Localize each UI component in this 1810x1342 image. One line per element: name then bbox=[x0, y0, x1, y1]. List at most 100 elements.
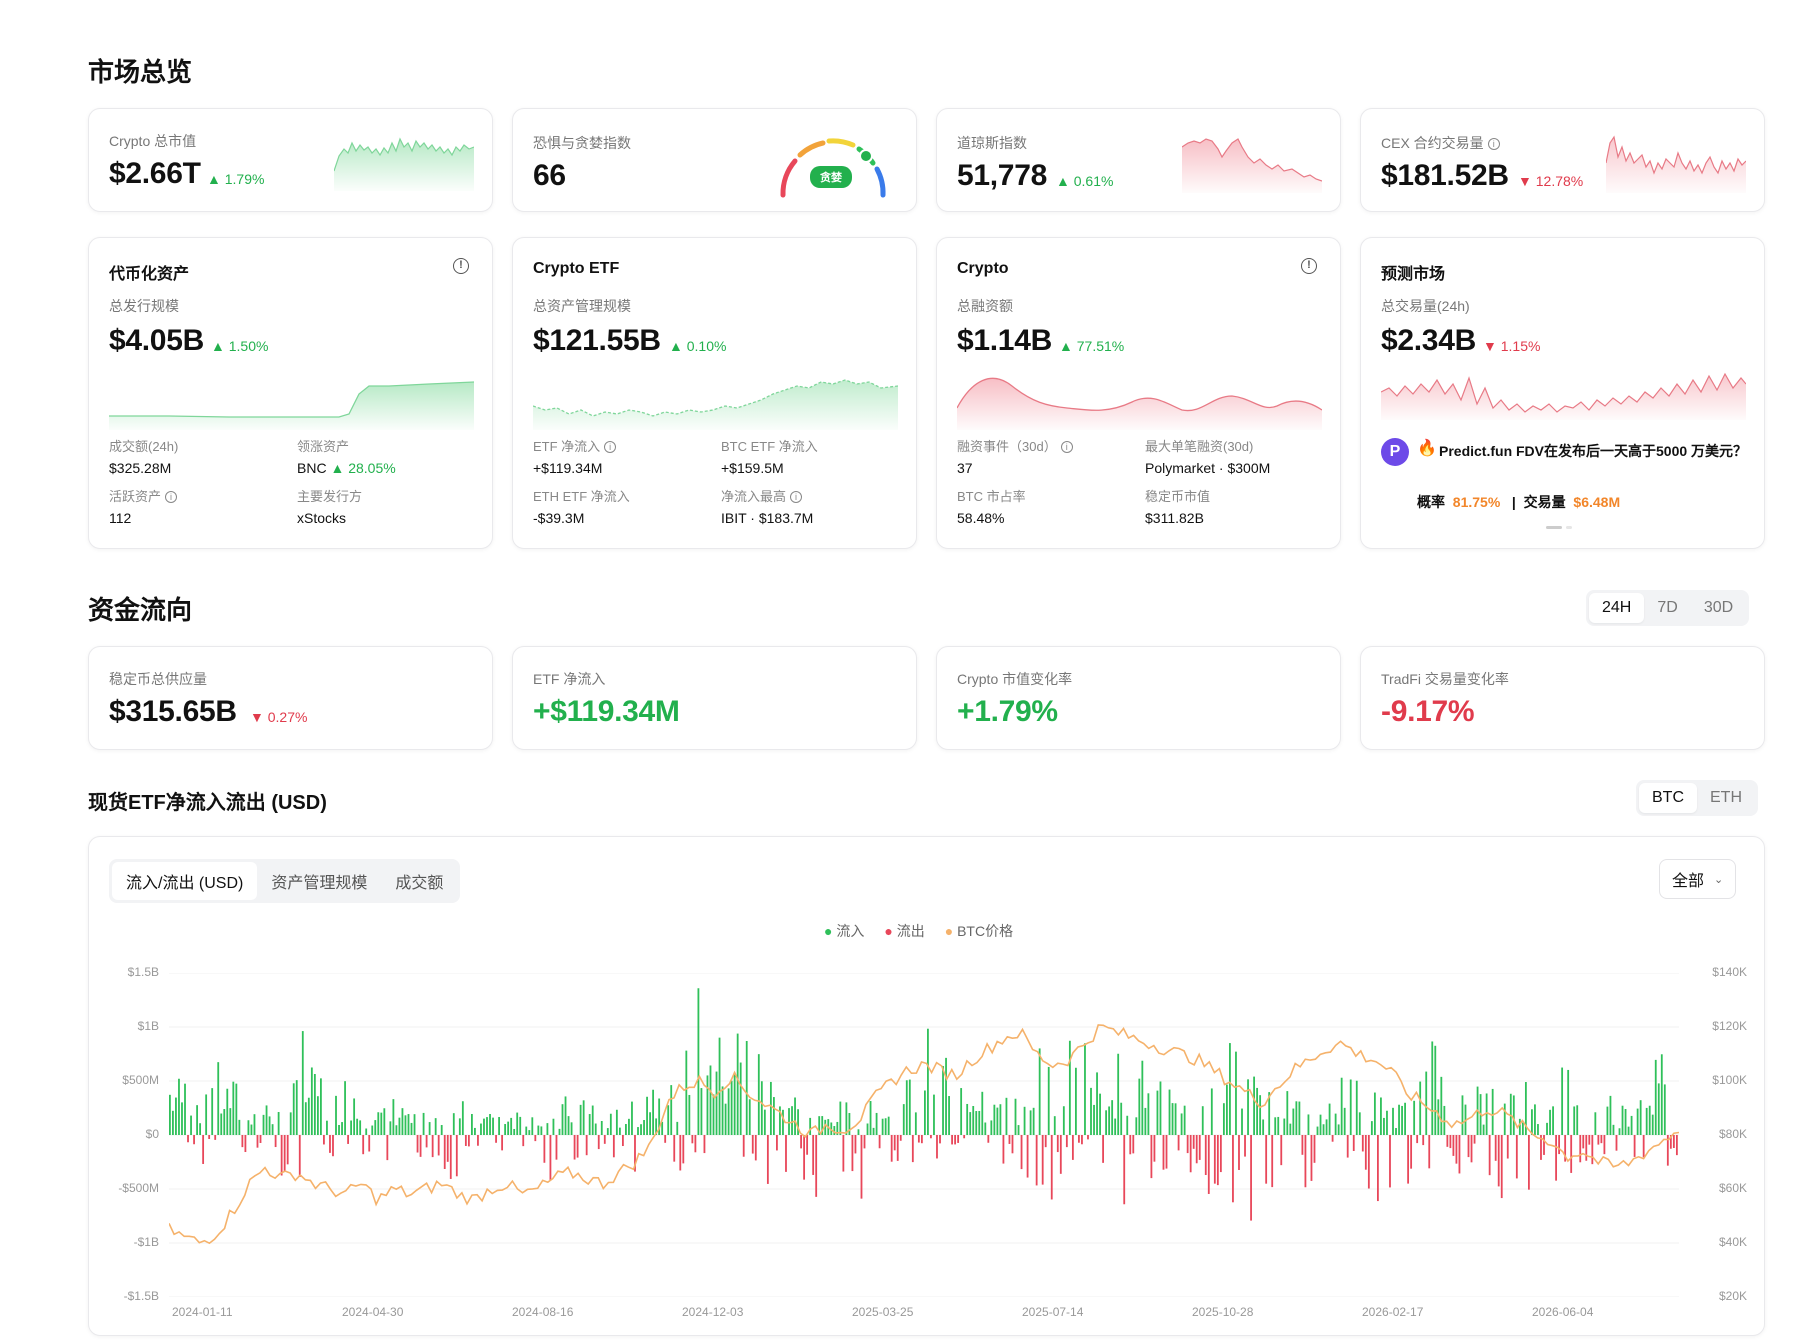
outflow-bar[interactable] bbox=[585, 1135, 588, 1156]
inflow-bar[interactable] bbox=[1262, 1119, 1265, 1135]
inflow-bar[interactable] bbox=[609, 1113, 612, 1135]
inflow-bar[interactable] bbox=[618, 1127, 621, 1135]
outflow-bar[interactable] bbox=[298, 1135, 301, 1177]
inflow-bar[interactable] bbox=[489, 1114, 491, 1135]
outflow-bar[interactable] bbox=[842, 1135, 845, 1172]
period-30d-button[interactable]: 30D bbox=[1703, 599, 1734, 616]
range-dropdown[interactable]: 全部 ⌄ bbox=[1659, 859, 1737, 899]
outflow-bar[interactable] bbox=[259, 1135, 262, 1143]
outflow-bar[interactable] bbox=[851, 1135, 854, 1172]
inflow-bar[interactable] bbox=[452, 1113, 455, 1135]
inflow-bar[interactable] bbox=[1437, 1099, 1440, 1135]
inflow-bar[interactable] bbox=[1325, 1119, 1328, 1135]
outflow-bar[interactable] bbox=[1162, 1135, 1165, 1170]
inflow-bar[interactable] bbox=[181, 1102, 183, 1135]
outflow-bar[interactable] bbox=[1669, 1135, 1672, 1149]
inflow-bar[interactable] bbox=[1639, 1100, 1642, 1135]
inflow-bar[interactable] bbox=[401, 1108, 404, 1135]
inflow-bar[interactable] bbox=[1259, 1095, 1262, 1135]
inflow-bar[interactable] bbox=[1654, 1059, 1657, 1135]
outflow-bar[interactable] bbox=[930, 1135, 932, 1139]
inflow-bar[interactable] bbox=[1147, 1093, 1150, 1135]
inflow-bar[interactable] bbox=[1183, 1105, 1186, 1135]
inflow-bar[interactable] bbox=[359, 1120, 362, 1135]
inflow-bar[interactable] bbox=[1546, 1122, 1548, 1135]
inflow-bar[interactable] bbox=[307, 1097, 310, 1135]
outflow-bar[interactable] bbox=[1633, 1135, 1636, 1157]
inflow-bar[interactable] bbox=[395, 1125, 398, 1135]
inflow-bar[interactable] bbox=[1247, 1079, 1249, 1135]
outflow-bar[interactable] bbox=[1446, 1135, 1449, 1147]
outflow-bar[interactable] bbox=[573, 1135, 576, 1160]
inflow-bar[interactable] bbox=[316, 1096, 319, 1135]
outflow-bar[interactable] bbox=[1165, 1135, 1168, 1169]
inflow-bar[interactable] bbox=[1256, 1087, 1259, 1135]
outflow-bar[interactable] bbox=[1238, 1135, 1240, 1170]
inflow-bar[interactable] bbox=[268, 1116, 271, 1135]
inflow-bar[interactable] bbox=[1636, 1108, 1639, 1135]
inflow-bar[interactable] bbox=[700, 1088, 703, 1135]
inflow-bar[interactable] bbox=[999, 1104, 1002, 1135]
outflow-bar[interactable] bbox=[1081, 1135, 1083, 1145]
inflow-bar[interactable] bbox=[809, 1117, 812, 1135]
outflow-bar[interactable] bbox=[1059, 1135, 1062, 1174]
outflow-bar[interactable] bbox=[1204, 1135, 1207, 1176]
inflow-bar[interactable] bbox=[498, 1117, 500, 1135]
inflow-bar[interactable] bbox=[561, 1104, 564, 1135]
inflow-bar[interactable] bbox=[996, 1107, 999, 1135]
inflow-bar[interactable] bbox=[1349, 1079, 1352, 1135]
outflow-bar[interactable] bbox=[785, 1135, 787, 1172]
outflow-bar[interactable] bbox=[754, 1135, 757, 1161]
inflow-bar[interactable] bbox=[1594, 1112, 1597, 1135]
outflow-bar[interactable] bbox=[280, 1135, 283, 1176]
outflow-bar[interactable] bbox=[1467, 1135, 1470, 1158]
inflow-bar[interactable] bbox=[229, 1108, 232, 1135]
inflow-bar[interactable] bbox=[1047, 1066, 1050, 1135]
outflow-bar[interactable] bbox=[437, 1135, 440, 1156]
inflow-bar[interactable] bbox=[1096, 1072, 1098, 1135]
outflow-bar[interactable] bbox=[555, 1135, 558, 1160]
tab-volume[interactable]: 成交额 bbox=[395, 875, 444, 892]
outflow-bar[interactable] bbox=[1065, 1135, 1068, 1148]
outflow-bar[interactable] bbox=[1570, 1135, 1573, 1173]
inflow-bar[interactable] bbox=[371, 1125, 374, 1135]
outflow-bar[interactable] bbox=[1250, 1135, 1252, 1221]
inflow-bar[interactable] bbox=[760, 1081, 763, 1135]
inflow-bar[interactable] bbox=[1307, 1114, 1310, 1135]
inflow-bar[interactable] bbox=[1075, 1067, 1077, 1135]
outflow-bar[interactable] bbox=[329, 1135, 331, 1153]
inflow-bar[interactable] bbox=[289, 1112, 292, 1135]
outflow-bar[interactable] bbox=[1642, 1135, 1645, 1158]
inflow-bar[interactable] bbox=[1549, 1109, 1551, 1135]
outflow-bar[interactable] bbox=[1458, 1135, 1461, 1174]
outflow-bar[interactable] bbox=[1198, 1135, 1201, 1160]
outflow-bar[interactable] bbox=[1265, 1135, 1268, 1184]
outflow-bar[interactable] bbox=[543, 1135, 546, 1163]
inflow-bar[interactable] bbox=[513, 1128, 516, 1135]
outflow-bar[interactable] bbox=[878, 1135, 881, 1149]
inflow-bar[interactable] bbox=[1090, 1087, 1092, 1135]
inflow-bar[interactable] bbox=[350, 1120, 353, 1135]
inflow-bar[interactable] bbox=[1120, 1102, 1123, 1135]
outflow-bar[interactable] bbox=[1346, 1135, 1349, 1158]
outflow-bar[interactable] bbox=[443, 1135, 446, 1169]
inflow-bar[interactable] bbox=[779, 1106, 781, 1135]
inflow-bar[interactable] bbox=[1491, 1088, 1494, 1135]
inflow-bar[interactable] bbox=[232, 1081, 235, 1135]
inflow-bar[interactable] bbox=[1618, 1128, 1621, 1135]
inflow-bar[interactable] bbox=[600, 1121, 603, 1135]
inflow-bar[interactable] bbox=[235, 1083, 238, 1135]
inflow-bar[interactable] bbox=[184, 1083, 186, 1135]
inflow-bar[interactable] bbox=[1099, 1093, 1101, 1135]
outflow-bar[interactable] bbox=[332, 1135, 334, 1157]
outflow-bar[interactable] bbox=[576, 1135, 579, 1158]
outflow-bar[interactable] bbox=[1494, 1135, 1497, 1161]
outflow-bar[interactable] bbox=[893, 1135, 896, 1151]
outflow-bar[interactable] bbox=[1011, 1135, 1014, 1154]
inflow-bar[interactable] bbox=[966, 1103, 969, 1135]
outflow-bar[interactable] bbox=[1087, 1135, 1089, 1140]
inflow-bar[interactable] bbox=[942, 1066, 944, 1135]
outflow-bar[interactable] bbox=[1585, 1135, 1588, 1161]
outflow-bar[interactable] bbox=[1071, 1135, 1074, 1160]
inflow-bar[interactable] bbox=[377, 1112, 380, 1135]
